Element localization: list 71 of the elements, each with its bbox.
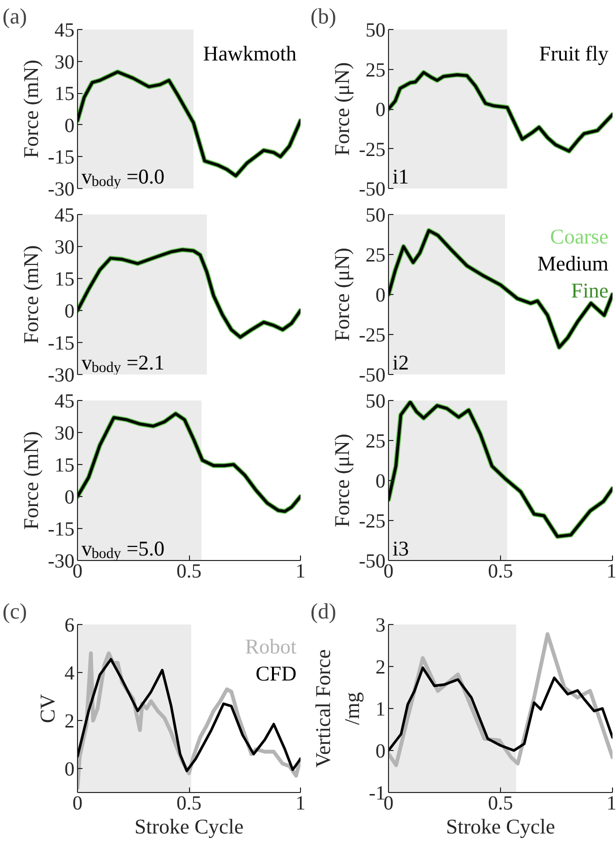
- y-tick-label: 45: [54, 204, 74, 226]
- text: (a): [2, 4, 27, 28]
- annotation: i2: [392, 350, 409, 374]
- y-tick-label: 25: [366, 244, 386, 266]
- annotation: i1: [392, 164, 409, 188]
- y-tick-label: 30: [54, 51, 74, 74]
- x-tick-label: 0.5: [488, 792, 513, 814]
- annotation: i3: [392, 536, 409, 560]
- y-tick-label: 6: [64, 614, 74, 636]
- y-tick-label: 30: [54, 422, 74, 444]
- series-label: Medium: [537, 252, 609, 276]
- x-axis-title: Stroke Cycle: [446, 814, 556, 838]
- x-tick-label: 1: [296, 792, 306, 814]
- y-axis-title: Force (mN): [18, 431, 43, 530]
- y-tick-label: -15: [48, 518, 75, 540]
- x-axis-title: Stroke Cycle: [134, 814, 244, 838]
- y-tick-label: -50: [358, 178, 386, 200]
- y-tick-label: -30: [48, 364, 75, 386]
- y-axis-title: Force (mN): [18, 245, 43, 344]
- y-tick-label: 15: [54, 268, 74, 290]
- y-tick-label: 50: [366, 20, 386, 42]
- series-label: Fine: [571, 278, 609, 302]
- y-tick-label: 45: [54, 390, 74, 412]
- x-tick-label: 0.5: [176, 792, 202, 814]
- text: (d): [310, 598, 336, 624]
- y-tick-label: -15: [48, 332, 75, 354]
- y-tick-label: -25: [358, 324, 386, 346]
- x-tick-label: 0.5: [488, 560, 513, 582]
- y-tick-label: 30: [54, 236, 74, 258]
- y-axis-title: Force (μN): [330, 434, 354, 528]
- y-tick-label: -25: [358, 138, 386, 161]
- y-tick-label: 0: [376, 99, 386, 121]
- annotation: Hawkmoth: [203, 42, 297, 66]
- y-tick-label: 25: [366, 59, 386, 82]
- y-tick-label: 15: [54, 454, 74, 476]
- y-tick-label: 50: [366, 204, 386, 226]
- y-tick-label: 0: [376, 470, 386, 492]
- y-axis-title: Force (μN): [330, 62, 354, 156]
- annotation: Fruit fly: [539, 42, 609, 66]
- y-tick-label: 2: [376, 656, 386, 678]
- x-tick-label: 1: [296, 560, 306, 582]
- x-tick-label: 1: [606, 792, 616, 814]
- series-label: Robot: [245, 634, 297, 658]
- y-tick-label: -30: [48, 178, 75, 200]
- text: Coarse: [550, 224, 609, 248]
- y-tick-label: 1: [376, 698, 386, 720]
- y-tick-label: 0: [64, 300, 74, 322]
- y-tick-label: 25: [366, 430, 386, 452]
- y-tick-label: 0: [64, 486, 74, 508]
- y-tick-label: 0: [376, 740, 386, 762]
- text: (b): [310, 4, 336, 28]
- y-tick-label: 0: [376, 284, 386, 306]
- y-axis-title: Vertical Force /mg: [311, 649, 364, 768]
- y-tick-label: 4: [64, 662, 74, 684]
- y-tick-label: 15: [54, 83, 74, 106]
- text: (c): [2, 598, 27, 624]
- y-tick-label: -25: [358, 510, 386, 532]
- y-tick-label: 3: [376, 614, 386, 636]
- y-tick-label: 0: [64, 114, 74, 137]
- y-axis-title: CV: [36, 694, 60, 724]
- series-label: CFD: [256, 662, 297, 686]
- y-tick-label: 0: [64, 758, 74, 780]
- y-tick-label: -15: [48, 146, 75, 169]
- y-tick-label: 2: [64, 710, 74, 732]
- y-axis-title: Force (μN): [330, 248, 354, 342]
- y-tick-label: 45: [54, 20, 74, 42]
- y-axis-title: Force (mN): [18, 60, 43, 158]
- x-tick-label: 0.5: [176, 560, 202, 582]
- y-tick-label: -50: [358, 364, 386, 386]
- x-tick-label: 1: [606, 560, 616, 582]
- y-tick-label: 50: [366, 390, 386, 412]
